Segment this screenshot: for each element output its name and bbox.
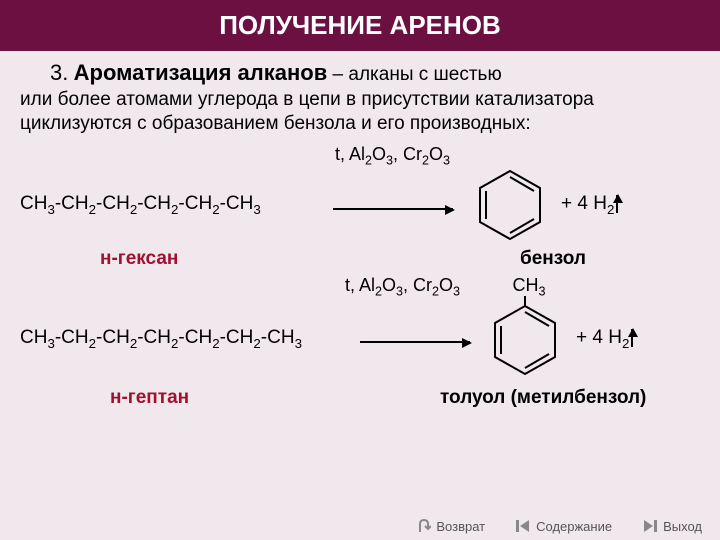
- reaction-1: t, Al2O3, Cr2O3 CH3-CH2-CH2-CH2-CH2-CH3 …: [20, 143, 700, 272]
- nav-exit[interactable]: Выход: [642, 518, 702, 534]
- section-title: Ароматизация алканов: [74, 60, 328, 85]
- rxn2-product-tail: + 4 H2: [576, 326, 633, 352]
- skip-back-icon: [515, 518, 531, 534]
- rxn1-reactant: CH3-CH2-CH2-CH2-CH2-CH3: [20, 192, 320, 218]
- nav-back[interactable]: Возврат: [415, 518, 485, 534]
- section-num: 3.: [50, 60, 68, 85]
- intro-dash: –: [333, 64, 344, 85]
- arrow-icon: [333, 208, 453, 210]
- arrow-icon: [360, 341, 470, 343]
- footer-nav: Возврат Содержание Выход: [415, 518, 702, 534]
- nav-exit-label: Выход: [663, 519, 702, 534]
- u-turn-icon: [415, 518, 431, 534]
- nav-back-label: Возврат: [436, 519, 485, 534]
- rxn2-conditions: t, Al2O3, Cr2O3: [330, 274, 475, 300]
- slide-header: ПОЛУЧЕНИЕ АРЕНОВ: [0, 0, 720, 51]
- intro-paragraph: 3. Ароматизация алканов – алканы с шесть…: [20, 59, 700, 137]
- nav-contents[interactable]: Содержание: [515, 518, 612, 534]
- up-arrow-icon: [631, 329, 633, 347]
- reaction-2: t, Al2O3, Cr2O3 CH3 CH3-CH2-CH2-CH2-CH2-…: [20, 274, 700, 411]
- nav-contents-label: Содержание: [536, 519, 612, 534]
- benzene-ring-icon: [474, 165, 546, 245]
- rxn2-reactant-label: н-гептан: [110, 386, 189, 411]
- up-arrow-icon: [616, 195, 618, 213]
- intro-text2: или более атомами углерода в цепи в прис…: [20, 88, 700, 137]
- toluene-ring-icon: [489, 296, 561, 382]
- rxn1-product-label: бензол: [520, 247, 700, 272]
- skip-forward-icon: [642, 518, 658, 534]
- rxn2-reactant: CH3-CH2-CH2-CH2-CH2-CH2-CH3: [20, 326, 350, 352]
- header-title: ПОЛУЧЕНИЕ АРЕНОВ: [219, 10, 501, 40]
- rxn1-conditions: t, Al2O3, Cr2O3: [320, 143, 465, 169]
- content-area: 3. Ароматизация алканов – алканы с шесть…: [0, 51, 720, 410]
- rxn1-reactant-label: н-гексан: [100, 247, 178, 272]
- rxn2-product-label: толуол (метилбензол): [440, 386, 700, 411]
- rxn1-product-tail: + 4 H2: [561, 192, 618, 218]
- intro-text1: алканы с шестью: [348, 64, 501, 85]
